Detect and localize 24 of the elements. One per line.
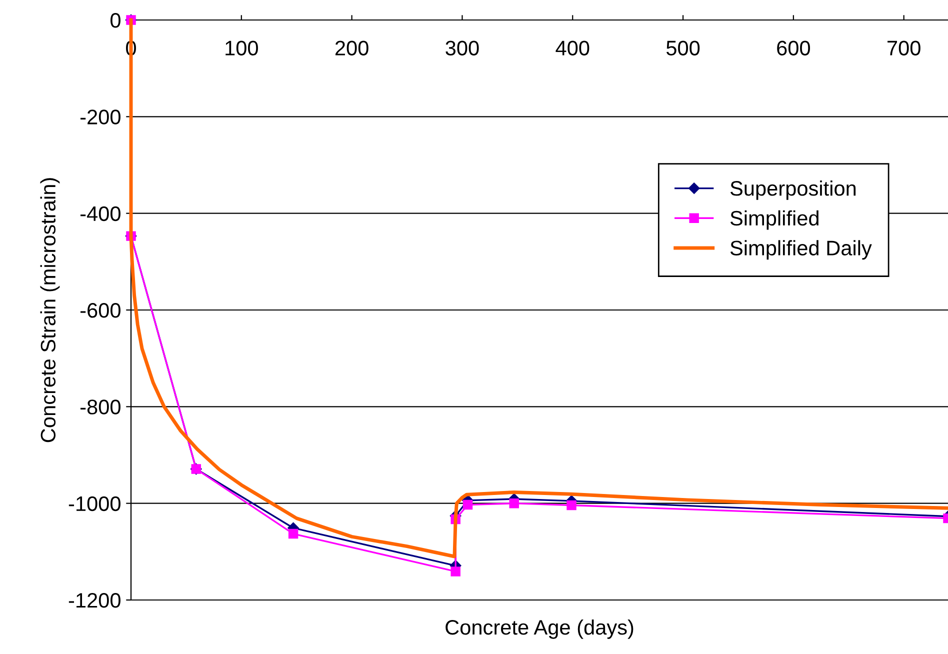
legend-label: Simplified: [730, 210, 818, 230]
y-axis-title: Concrete Strain (microstrain): [40, 178, 60, 442]
x-tick-label: 200: [335, 40, 368, 56]
y-tick-label: 0: [110, 13, 120, 28]
y-tick-label: -600: [80, 303, 120, 318]
y-tick-label: -200: [80, 110, 120, 124]
y-tick-label: -1200: [68, 593, 120, 608]
legend-label: Simplified Daily: [730, 240, 872, 260]
x-tick-label: 500: [666, 40, 700, 56]
point: [566, 500, 576, 510]
legend-label: Superposition: [730, 180, 856, 200]
x-tick-label: 600: [777, 40, 810, 56]
x-axis-title: Concrete Age (days): [446, 619, 634, 639]
point: [509, 498, 519, 508]
x-tick-label: 400: [556, 40, 590, 56]
point: [462, 500, 473, 510]
y-tick-label: -1000: [68, 496, 120, 512]
y-tick-label: -400: [80, 206, 120, 222]
x-tick-label: 300: [446, 40, 479, 56]
x-tick-label: 700: [888, 40, 920, 56]
point: [450, 566, 460, 576]
point: [288, 528, 298, 539]
x-tick-label: 100: [226, 40, 258, 56]
y-tick-label: -800: [80, 400, 120, 414]
